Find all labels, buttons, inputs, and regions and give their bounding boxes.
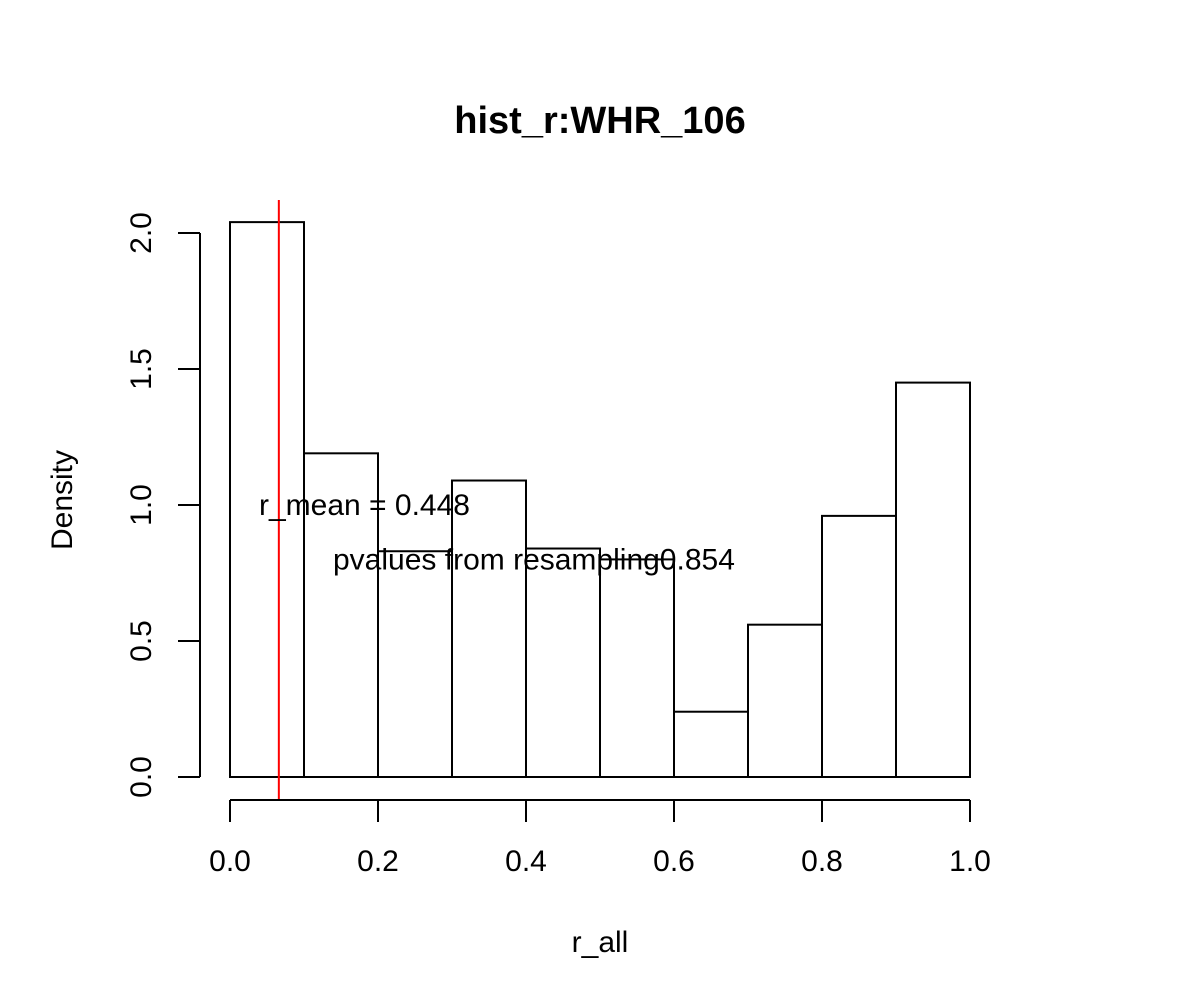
y-tick-label-0: 0.0 bbox=[125, 756, 158, 798]
x-tick-label-5: 1.0 bbox=[949, 845, 991, 878]
annotation-1: pvalues from resampling0.854 bbox=[333, 543, 735, 576]
x-axis: 0.0 0.2 0.4 0.6 0.8 1.0 bbox=[209, 799, 991, 878]
x-axis-label: r_all bbox=[572, 926, 629, 959]
histogram-bar-9 bbox=[895, 381, 971, 778]
histogram-bar-0 bbox=[229, 221, 305, 778]
annotation-0: r_mean = 0.448 bbox=[259, 489, 470, 522]
histogram-bar-7 bbox=[747, 623, 823, 778]
x-tick-label-0: 0.0 bbox=[209, 845, 251, 878]
x-tick-label-3: 0.6 bbox=[653, 845, 695, 878]
x-tick-label-4: 0.8 bbox=[801, 845, 843, 878]
annotations: r_mean = 0.448 pvalues from resampling0.8… bbox=[259, 489, 735, 576]
chart-title: hist_r:WHR_106 bbox=[454, 100, 745, 142]
y-tick-label-3: 1.5 bbox=[125, 348, 158, 390]
histogram-bar-4 bbox=[525, 547, 601, 779]
y-axis-label: Density bbox=[46, 450, 79, 550]
histogram-bar-8 bbox=[821, 514, 897, 778]
histogram-bar-1 bbox=[303, 452, 379, 778]
y-axis: 0.0 0.5 1.0 1.5 2.0 bbox=[125, 212, 201, 798]
x-tick-label-2: 0.4 bbox=[505, 845, 547, 878]
histogram-bar-2 bbox=[377, 550, 453, 778]
histogram-bar-3 bbox=[451, 479, 527, 778]
y-tick-label-1: 0.5 bbox=[125, 620, 158, 662]
histogram-bar-6 bbox=[673, 710, 749, 778]
x-tick-label-1: 0.2 bbox=[357, 845, 399, 878]
y-tick-label-2: 1.0 bbox=[125, 484, 158, 526]
histogram-bar-5 bbox=[599, 558, 675, 779]
y-tick-label-4: 2.0 bbox=[125, 212, 158, 254]
histogram-bars bbox=[229, 221, 971, 779]
